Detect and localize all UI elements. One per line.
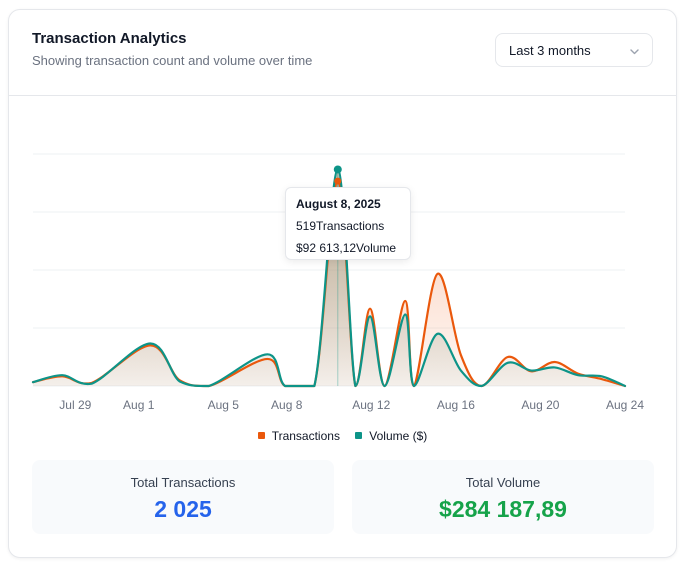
transactions-swatch xyxy=(257,432,265,439)
tooltip-date: August 8, 2025 xyxy=(296,197,381,211)
total-transactions-card: Total Transactions 2 025 xyxy=(32,460,334,534)
legend-volume-label: Volume ($) xyxy=(369,428,428,443)
tooltip-volume: $92 613,12Volume xyxy=(296,241,397,255)
x-tick-label: Jul 29 xyxy=(59,398,91,412)
card-header: Transaction Analytics Showing transactio… xyxy=(9,10,676,96)
volume-line xyxy=(31,168,627,388)
card-subtitle: Showing transaction count and volume ove… xyxy=(32,53,313,68)
legend-item-transactions[interactable]: Transactions xyxy=(257,428,340,443)
time-range-value: Last 3 months xyxy=(509,43,591,58)
chart-tooltip: August 8, 2025 519Transactions $92 613,1… xyxy=(285,187,411,260)
chevron-down-icon xyxy=(629,45,640,60)
x-tick-label: Aug 12 xyxy=(352,398,390,412)
chart-legend: Transactions Volume ($) xyxy=(9,428,676,443)
legend-item-volume[interactable]: Volume ($) xyxy=(355,429,427,443)
total-transactions-label: Total Transactions xyxy=(130,475,236,490)
x-tick-label: Aug 1 xyxy=(123,398,155,412)
time-range-select[interactable]: Last 3 months xyxy=(495,33,653,67)
area-chart[interactable]: Jul 29 Aug 1 Aug 5 Aug 8 Aug 12 Aug 16 Aug 20 A… xyxy=(9,10,678,430)
x-tick-label: Aug 16 xyxy=(437,398,475,412)
x-tick-label: Aug 8 xyxy=(271,398,303,412)
volume-swatch xyxy=(355,432,363,439)
total-volume-value: $284 187,89 xyxy=(439,496,567,522)
analytics-card: Transaction Analytics Showing transactio… xyxy=(8,9,677,558)
total-transactions-value: 2 025 xyxy=(154,496,212,522)
volume-area xyxy=(33,169,625,386)
x-tick-label: Aug 24 xyxy=(606,398,644,412)
legend-transactions-label: Transactions xyxy=(271,428,340,443)
total-volume-label: Total Volume xyxy=(465,475,541,490)
x-tick-label: Aug 5 xyxy=(208,398,240,412)
active-point-volume xyxy=(333,165,342,174)
x-tick-label: Aug 20 xyxy=(521,398,559,412)
card-title: Transaction Analytics xyxy=(32,30,187,47)
active-point-transactions xyxy=(334,177,342,185)
tooltip-transactions: 519Transactions xyxy=(296,219,385,233)
total-volume-card: Total Volume $284 187,89 xyxy=(352,460,654,534)
